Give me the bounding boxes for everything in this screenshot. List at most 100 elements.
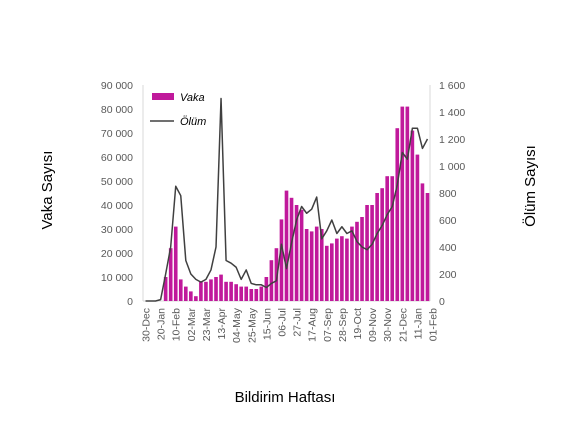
bar-vaka	[264, 277, 269, 301]
bar-vaka	[214, 277, 218, 301]
y2-tick-label: 1 200	[439, 134, 465, 146]
bar-vaka	[173, 226, 178, 301]
bar-vaka	[163, 277, 168, 301]
bar-vaka	[395, 128, 400, 301]
x-tick-label: 02-Mar	[186, 308, 198, 342]
x-tick-label: 27-Jul	[292, 308, 304, 337]
bar-vaka	[269, 260, 274, 301]
olum-line-layer	[145, 97, 429, 302]
legend-olum-label: Ölüm	[180, 116, 206, 128]
bar-vaka	[425, 193, 430, 301]
y-tick-label: 60 000	[101, 152, 133, 164]
bar-vaka	[304, 229, 309, 301]
y-tick-label: 30 000	[101, 224, 133, 236]
y-tick-label: 0	[127, 296, 133, 308]
x-tick-label: 07-Sep	[322, 308, 334, 342]
x-tick-label: 25-May	[246, 307, 258, 343]
bar-vaka	[405, 106, 410, 301]
bar-vaka	[224, 281, 228, 301]
bar-vaka	[370, 205, 374, 301]
bar-vaka	[309, 231, 314, 301]
bar-vaka	[380, 188, 384, 301]
vaka-bars	[163, 106, 430, 301]
bar-vaka	[385, 176, 390, 301]
bar-vaka	[189, 291, 193, 301]
bar-vaka	[340, 236, 344, 301]
bar-vaka	[183, 286, 188, 301]
bar-vaka	[330, 243, 334, 301]
y2-tick-label: 200	[439, 269, 457, 281]
x-tick-label: 09-Nov	[367, 307, 379, 342]
y2-tick-label: 1 600	[439, 80, 465, 92]
y-axis-title: Vaka Sayısı	[39, 151, 56, 230]
left-axis-tick-labels: 0 10 000 20 000 30 000 40 000 50 000 60 000 70 …	[101, 80, 133, 308]
bar-vaka	[319, 229, 324, 301]
olum-line	[145, 97, 429, 302]
y2-tick-label: 1 000	[439, 161, 465, 173]
bar-vaka	[239, 286, 243, 301]
y-tick-label: 40 000	[101, 200, 133, 212]
bar-vaka	[209, 279, 213, 301]
y2-tick-label: 600	[439, 215, 457, 227]
x-tick-label: 21-Dec	[397, 308, 409, 342]
bar-vaka	[375, 193, 379, 301]
bar-vaka	[314, 226, 319, 301]
y-tick-label: 20 000	[101, 248, 133, 260]
bar-vaka	[204, 281, 208, 301]
bar-vaka	[259, 286, 264, 301]
legend-vaka-swatch	[152, 93, 174, 100]
bar-vaka	[178, 279, 183, 301]
bar-vaka	[324, 245, 329, 301]
bar-vaka	[420, 183, 425, 301]
bar-vaka	[199, 281, 203, 301]
bar-vaka	[365, 205, 369, 301]
x-tick-label: 20-Jan	[156, 308, 168, 340]
bar-vaka	[410, 130, 415, 301]
x-tick-label: 30-Dec	[141, 308, 153, 342]
bar-vaka	[249, 289, 254, 301]
x-axis-tick-labels: 30-Dec 20-Jan 10-Feb 02-Mar 23-Mar 13-Apr 04-M…	[141, 307, 440, 343]
bar-vaka	[345, 238, 349, 301]
bar-vaka	[299, 209, 304, 301]
y-tick-label: 90 000	[101, 80, 133, 92]
bar-vaka	[400, 106, 405, 301]
bar-vaka	[360, 217, 364, 301]
x-tick-label: 01-Feb	[428, 308, 440, 341]
bar-vaka	[234, 284, 238, 301]
y2-tick-label: 0	[439, 296, 445, 308]
bar-vaka	[244, 286, 249, 301]
bar-vaka	[219, 274, 223, 301]
bar-vaka	[390, 176, 395, 301]
y2-axis-title: Ölüm Sayısı	[521, 145, 539, 227]
bar-vaka	[194, 296, 198, 301]
y2-tick-label: 800	[439, 188, 457, 200]
x-tick-label: 30-Nov	[382, 307, 394, 342]
x-tick-label: 17-Aug	[307, 308, 319, 342]
bar-vaka	[289, 197, 294, 301]
x-tick-label: 06-Jul	[276, 308, 288, 337]
y2-tick-label: 400	[439, 242, 457, 254]
y-tick-label: 50 000	[101, 176, 133, 188]
y2-tick-label: 1 400	[439, 107, 465, 119]
bar-vaka	[415, 154, 420, 301]
x-tick-label: 15-Jun	[261, 308, 273, 340]
y-tick-label: 80 000	[101, 104, 133, 116]
x-axis-title: Bildirim Haftası	[235, 389, 336, 406]
x-tick-label: 28-Sep	[337, 308, 349, 342]
bar-vaka	[355, 221, 359, 301]
x-tick-label: 13-Apr	[216, 307, 228, 339]
bar-vaka	[254, 289, 259, 301]
bar-vaka	[294, 205, 299, 301]
x-tick-label: 10-Feb	[171, 308, 183, 341]
legend-vaka-label: Vaka	[180, 92, 205, 104]
bar-vaka	[279, 219, 284, 301]
bar-vaka	[168, 248, 173, 301]
x-tick-label: 11-Jan	[412, 308, 424, 339]
bar-vaka	[274, 248, 279, 301]
bar-vaka	[350, 226, 354, 301]
legend: Vaka Ölüm	[150, 92, 206, 128]
y-tick-label: 10 000	[101, 272, 133, 284]
x-tick-label: 23-Mar	[201, 308, 213, 342]
x-tick-label: 04-May	[231, 307, 243, 343]
